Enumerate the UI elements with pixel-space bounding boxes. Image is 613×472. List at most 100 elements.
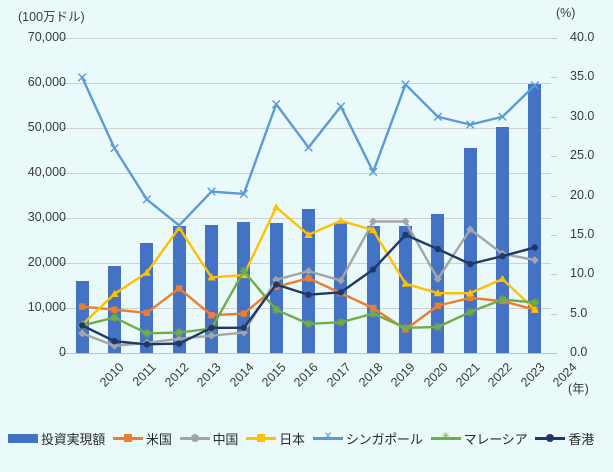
bar [140,243,154,353]
right-tick-label: 35.0 [570,69,595,84]
x-tick-label: 2023 [517,360,548,390]
legend-label: シンガポール [345,431,423,447]
x-tick-label: 2017 [323,360,354,390]
x-tick-label: 2014 [226,360,257,390]
legend-item-マレーシア[interactable]: ✳ マレーシア [430,429,528,448]
right-tick-mark [551,38,557,39]
bar [431,213,445,353]
legend-swatch-icon [246,431,277,445]
left-tick-label: 70,000 [27,30,66,44]
left-tick-label: 20,000 [27,255,66,269]
right-tick-label: 0.0 [570,345,588,359]
marker [401,80,410,89]
x-tick-label: 2018 [355,360,386,390]
legend-swatch-icon: ✕ [312,431,343,445]
right-tick-label: 5.0 [570,305,588,320]
bar [205,224,218,353]
right-tick-mark [551,353,557,354]
left-tick-label: 60,000 [27,75,66,89]
axis-baseline [66,353,551,354]
left-tick-mark [60,83,66,84]
legend-swatch-icon [8,431,38,445]
left-tick-label: 40,000 [27,165,66,179]
bar [366,226,380,353]
left-tick-mark [60,218,66,219]
bar [302,209,315,353]
x-tick-label: 2020 [420,360,451,390]
left-tick-mark [60,353,66,354]
legend-swatch-icon [179,431,210,445]
bar [75,281,89,353]
left-axis-unit-label: (100万ドル) [18,10,85,24]
marker [207,187,216,196]
bar [108,266,121,353]
x-tick-label: 2011 [129,360,159,389]
legend-item-米国[interactable]: 米国 [113,429,172,448]
left-tick-label: 0 [59,345,66,359]
x-axis-unit-label: (年) [568,382,589,396]
marker [239,189,249,199]
right-tick-label: 30.0 [570,108,595,123]
legend-label: 中国 [212,431,239,447]
x-tick-label: 2015 [258,360,289,390]
left-tick-mark [60,308,66,309]
bar [496,126,509,353]
right-tick-mark [551,116,557,118]
marker [142,195,152,204]
legend-item-投資実現額[interactable]: 投資実現額 [8,429,105,448]
legend-label: 米国 [146,431,172,447]
gridline [66,38,551,39]
marker [336,102,346,111]
marker [433,112,443,122]
bar [399,225,412,353]
legend-swatch-icon [113,431,144,445]
right-tick-mark [551,313,557,315]
right-tick-mark [551,274,557,276]
marker [110,143,119,153]
bar [463,148,477,353]
legend-item-香港[interactable]: 香港 [535,429,594,448]
x-tick-label: 2021 [452,360,483,390]
legend-item-シンガポール[interactable]: ✕ シンガポール [312,429,423,448]
gridline [66,128,551,129]
right-tick-mark [551,156,557,158]
bar [237,222,251,353]
gridline [66,173,551,174]
x-tick-label: 2016 [291,360,321,390]
gridline [66,83,551,84]
marker [272,203,281,211]
right-tick-mark [551,195,557,197]
legend-item-日本[interactable]: 日本 [246,429,305,448]
marker [368,167,378,177]
marker [498,112,507,122]
right-axis-unit-label: (%) [556,6,576,20]
x-tick-label: 2010 [97,360,127,390]
bar [528,83,542,353]
right-tick-label: 10.0 [570,266,595,281]
x-tick-label: 2013 [194,360,224,390]
left-tick-mark [60,38,66,39]
x-tick-label: 2019 [388,360,418,390]
legend-label: 投資実現額 [41,431,106,447]
right-tick-mark [551,234,557,236]
marker [271,99,281,109]
right-tick-label: 25.0 [570,148,595,163]
legend-swatch-icon: ✳ [430,431,461,445]
x-tick-label: 2012 [161,360,192,390]
marker [77,73,87,82]
left-tick-mark [60,263,66,264]
right-tick-label: 15.0 [570,226,595,241]
right-tick-label: 20.0 [570,187,595,202]
chart-legend: 投資実現額 米国 中国 日本 ✕ シンガポール ✳ マレーシア 香港 [8,424,608,452]
right-tick-mark [551,77,557,79]
x-tick-label: 2022 [485,360,515,390]
left-tick-label: 30,000 [27,210,66,224]
left-tick-label: 10,000 [27,300,66,314]
left-tick-mark [60,173,66,174]
legend-label: マレーシア [463,431,528,447]
legend-label: 香港 [568,431,595,447]
bar [172,225,186,353]
legend-item-中国[interactable]: 中国 [179,429,239,448]
marker [304,143,313,152]
left-tick-mark [60,128,66,129]
